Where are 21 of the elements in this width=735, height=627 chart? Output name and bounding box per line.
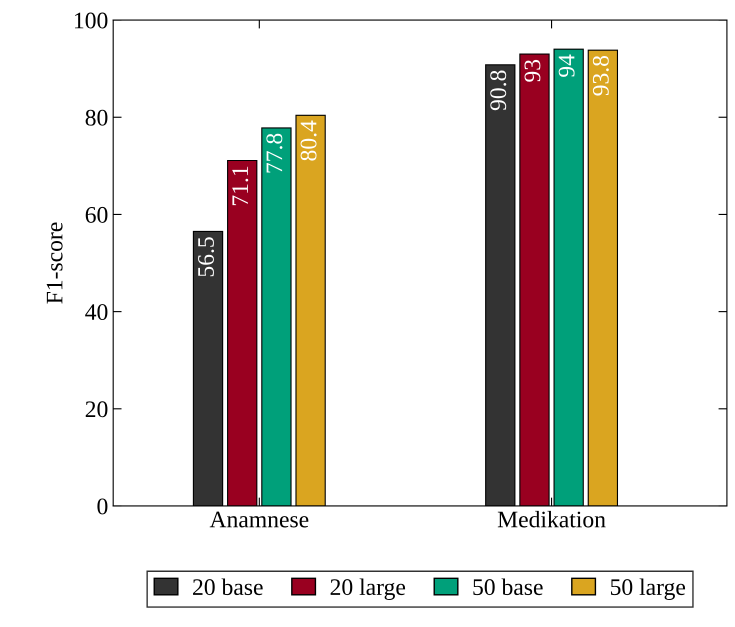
data-label: 71.1 (232, 166, 248, 206)
data-label: 80.4 (300, 120, 317, 161)
legend-label: 50 base (473, 578, 543, 596)
x-tick-label: Anamnese (210, 512, 308, 528)
data-label: 77.8 (266, 134, 282, 173)
data-label: 56.5 (198, 237, 214, 276)
data-label: 90.8 (490, 70, 506, 110)
data-label: 93.8 (592, 56, 609, 96)
legend-label: 20 base (193, 578, 263, 596)
x-tick-label: Medikation (498, 510, 606, 528)
y-tick-label: 100 (74, 12, 108, 28)
y-axis-title: F1-score (46, 222, 63, 304)
legend-label: 50 large (610, 578, 686, 600)
y-tick-label: 80 (86, 110, 108, 126)
data-label: 93 (524, 60, 540, 82)
y-tick-label: 20 (86, 401, 108, 418)
legend-label: 20 large (330, 578, 406, 600)
y-tick-label: 0 (97, 498, 108, 514)
y-tick-label: 40 (85, 304, 108, 320)
data-label: 94 (558, 54, 575, 77)
y-tick-label: 60 (86, 206, 108, 223)
